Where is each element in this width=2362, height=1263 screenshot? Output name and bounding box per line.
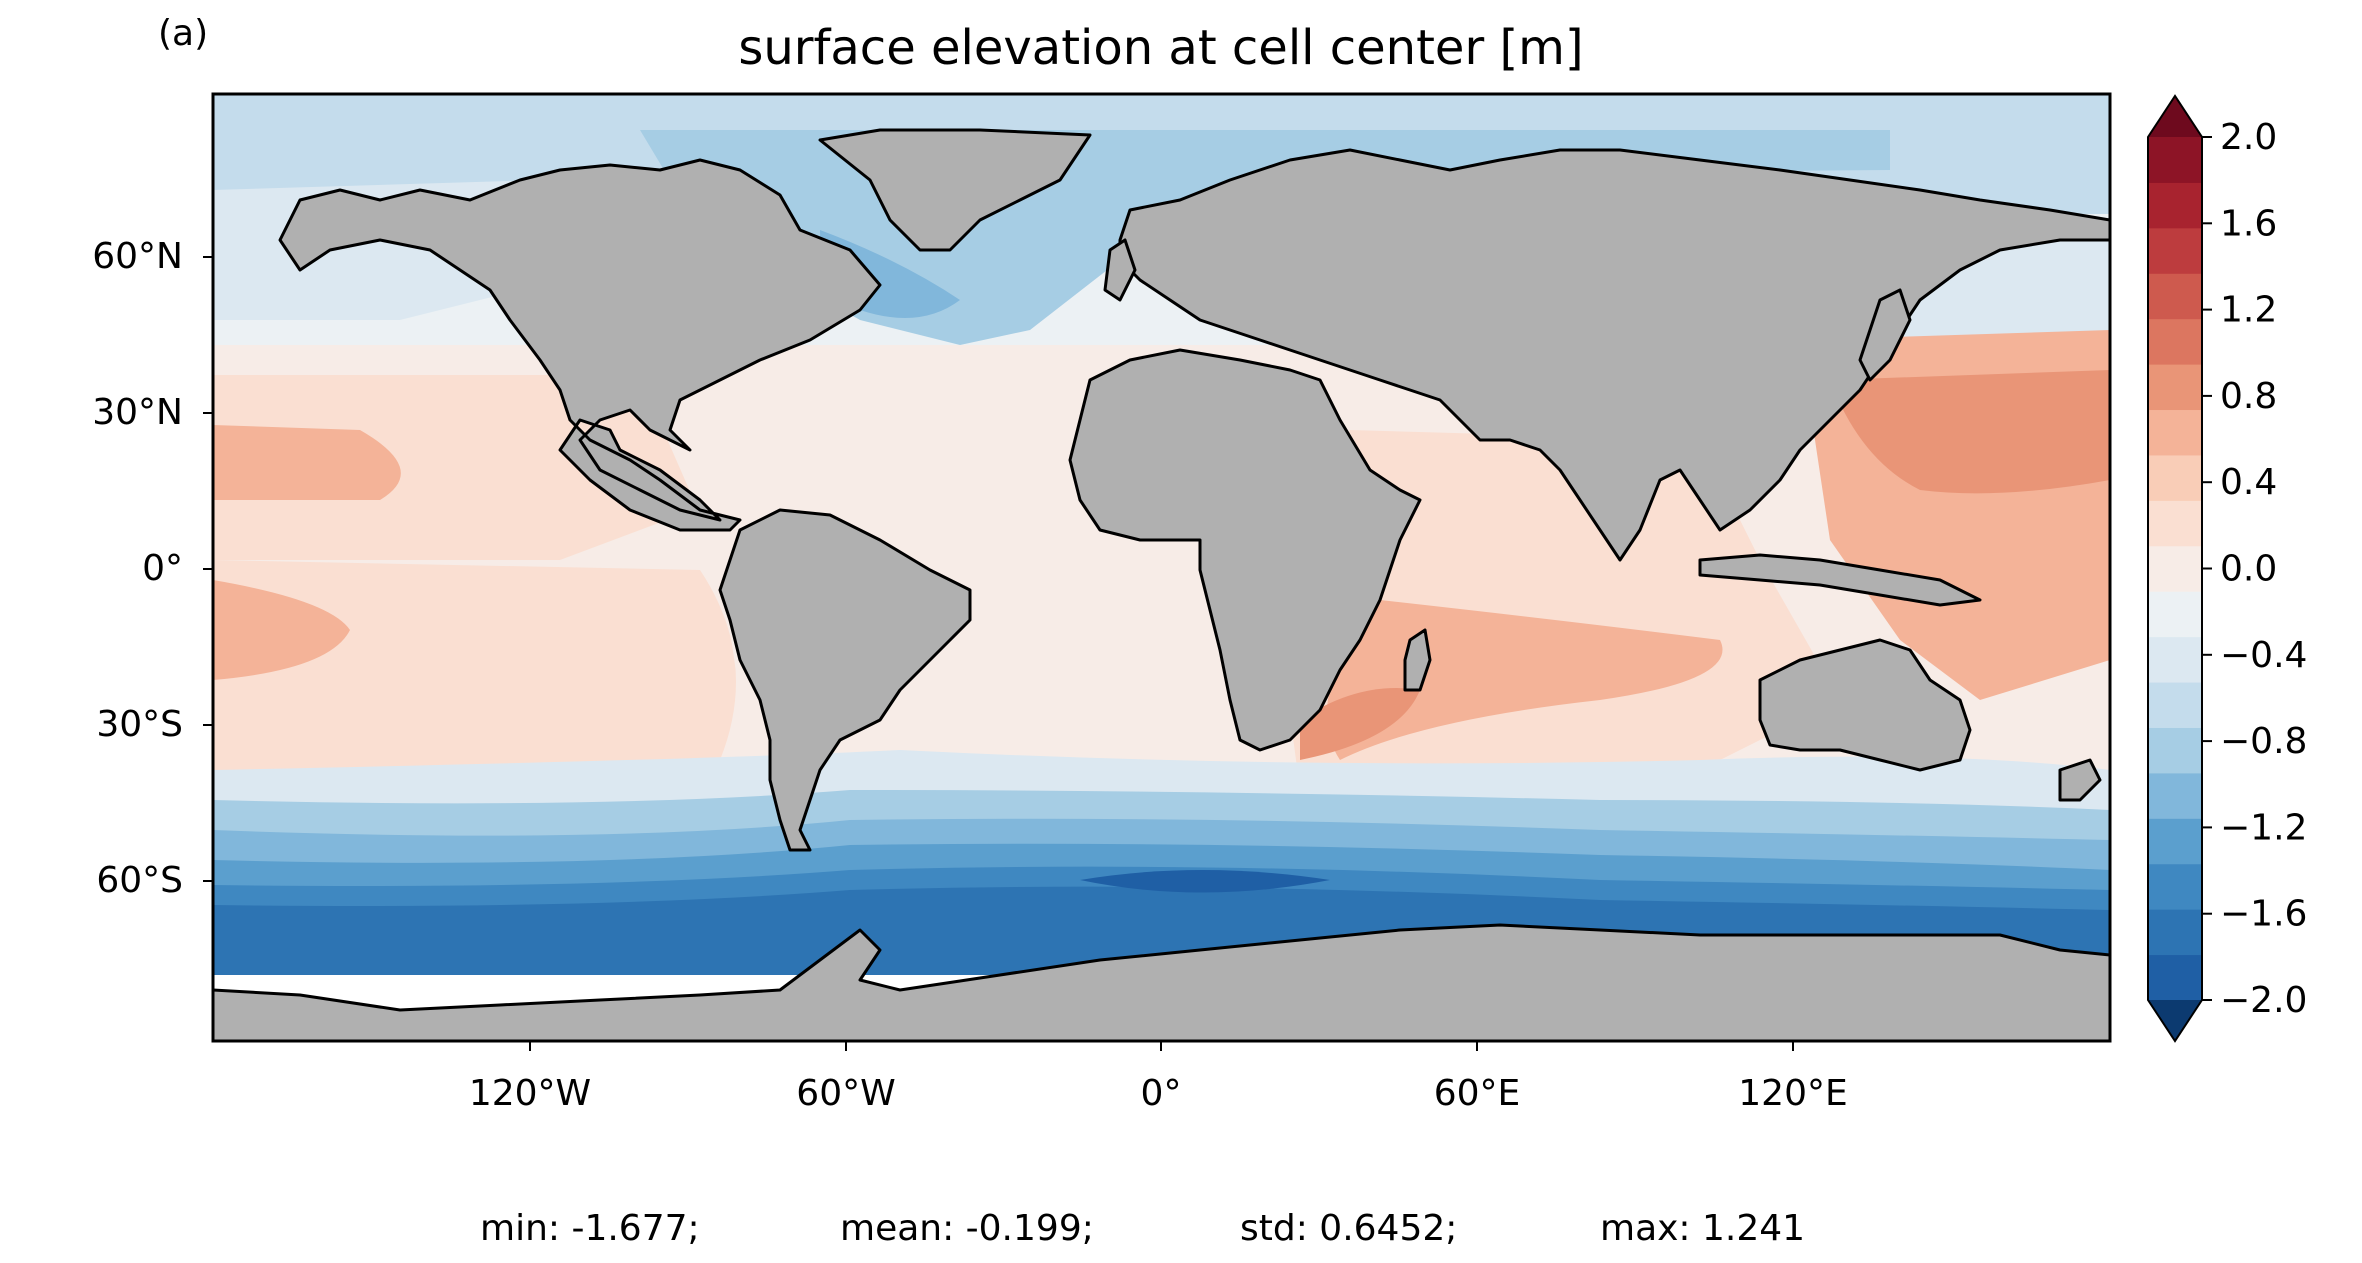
colorbar-segment (2148, 727, 2202, 774)
kuroshio-high (1830, 370, 2110, 494)
colorbar-tick-label: −2.0 (2220, 980, 2307, 1021)
lon-tick-label: 120°E (1738, 1073, 1847, 1114)
colorbar-tick-label: −1.6 (2220, 894, 2307, 935)
lat-tick-label: 60°N (92, 236, 183, 277)
lat-tick-label: 30°N (92, 392, 183, 433)
greenland (818, 128, 1092, 252)
stats-std: std: 0.6452; (1240, 1208, 1457, 1249)
latitude-axis: 60°N 30°N 0° 30°S 60°S (92, 236, 213, 901)
colorbar-tick-label: 0.0 (2220, 549, 2277, 590)
colorbar-segment (2148, 364, 2202, 411)
colorbar-segment (2148, 454, 2202, 501)
colorbar-tick-label: 0.8 (2220, 376, 2277, 417)
new-zealand (2058, 758, 2102, 802)
stats-max: max: 1.241 (1600, 1208, 1805, 1249)
indonesia (1698, 553, 1982, 607)
acc-minimum (1080, 870, 1330, 893)
colorbar-segment (2148, 545, 2202, 592)
colorbar-segment (2148, 137, 2202, 183)
north-pacific-high (213, 425, 401, 500)
colorbar-segment (2148, 636, 2202, 683)
south-pacific-gyre (213, 560, 736, 790)
lat-tick-label: 60°S (96, 860, 183, 901)
south-pacific-high (213, 580, 350, 680)
colorbar-segment (2148, 273, 2202, 320)
japan (1858, 288, 1912, 382)
colorbar-segment (2148, 500, 2202, 547)
map-title: surface elevation at cell center [m] (738, 20, 1583, 76)
colorbar-segment (2148, 591, 2202, 638)
panel-label: (a) (158, 13, 208, 54)
colorbar-tick-label: 2.0 (2220, 117, 2277, 158)
colorbar-tick-label: −0.4 (2220, 635, 2307, 676)
north-america (278, 158, 882, 532)
lon-tick-label: 60°E (1434, 1073, 1521, 1114)
colorbar-tick-label: 1.6 (2220, 203, 2277, 244)
lat-tick-label: 30°S (96, 704, 183, 745)
land-masses (213, 128, 2110, 1041)
south-america (718, 508, 972, 852)
colorbar-tick-label: 0.4 (2220, 462, 2277, 503)
agulhas-high (1300, 688, 1420, 760)
lon-tick-label: 60°W (796, 1073, 895, 1114)
australia (1758, 638, 1972, 772)
antarctica (213, 923, 2110, 1041)
stats-min: min: -1.677; (480, 1208, 700, 1249)
colorbar-tick-label: 1.2 (2220, 290, 2277, 331)
africa (1068, 348, 1422, 752)
british-isles (1103, 238, 1137, 302)
colorbar-segment (2148, 227, 2202, 274)
colorbar-segment (2148, 954, 2202, 1001)
colorbar-segment (2148, 772, 2202, 819)
colorbar-segment (2148, 818, 2202, 865)
colorbar-segment (2148, 182, 2202, 229)
colorbar-extend-max (2148, 96, 2202, 137)
lon-tick-label: 120°W (469, 1073, 591, 1114)
longitude-axis: 120°W 60°W 0° 60°E 120°E (469, 1041, 1848, 1114)
madagascar (1403, 628, 1432, 692)
lon-tick-label: 0° (1141, 1073, 1182, 1114)
colorbar-segment (2148, 682, 2202, 728)
lat-tick-label: 0° (142, 548, 183, 589)
map-panel (213, 94, 2110, 1041)
colorbar-segment (2148, 409, 2202, 456)
colorbar: 2.0 1.6 1.2 0.8 0.4 0.0 −0.4 −0.8 −1.2 −1.6 −2.0 (2147, 94, 2307, 1043)
colorbar-extend-min (2148, 1000, 2202, 1041)
colorbar-tick-label: −0.8 (2220, 721, 2307, 762)
stats-line: min: -1.677; mean: -0.199; std: 0.6452; … (480, 1208, 1805, 1249)
stats-mean: mean: -0.199; (840, 1208, 1094, 1249)
eurasia (1118, 148, 2110, 562)
colorbar-segment (2148, 318, 2202, 365)
colorbar-tick-label: −1.2 (2220, 807, 2307, 848)
colorbar-segment (2148, 863, 2202, 910)
colorbar-segment (2148, 909, 2202, 956)
